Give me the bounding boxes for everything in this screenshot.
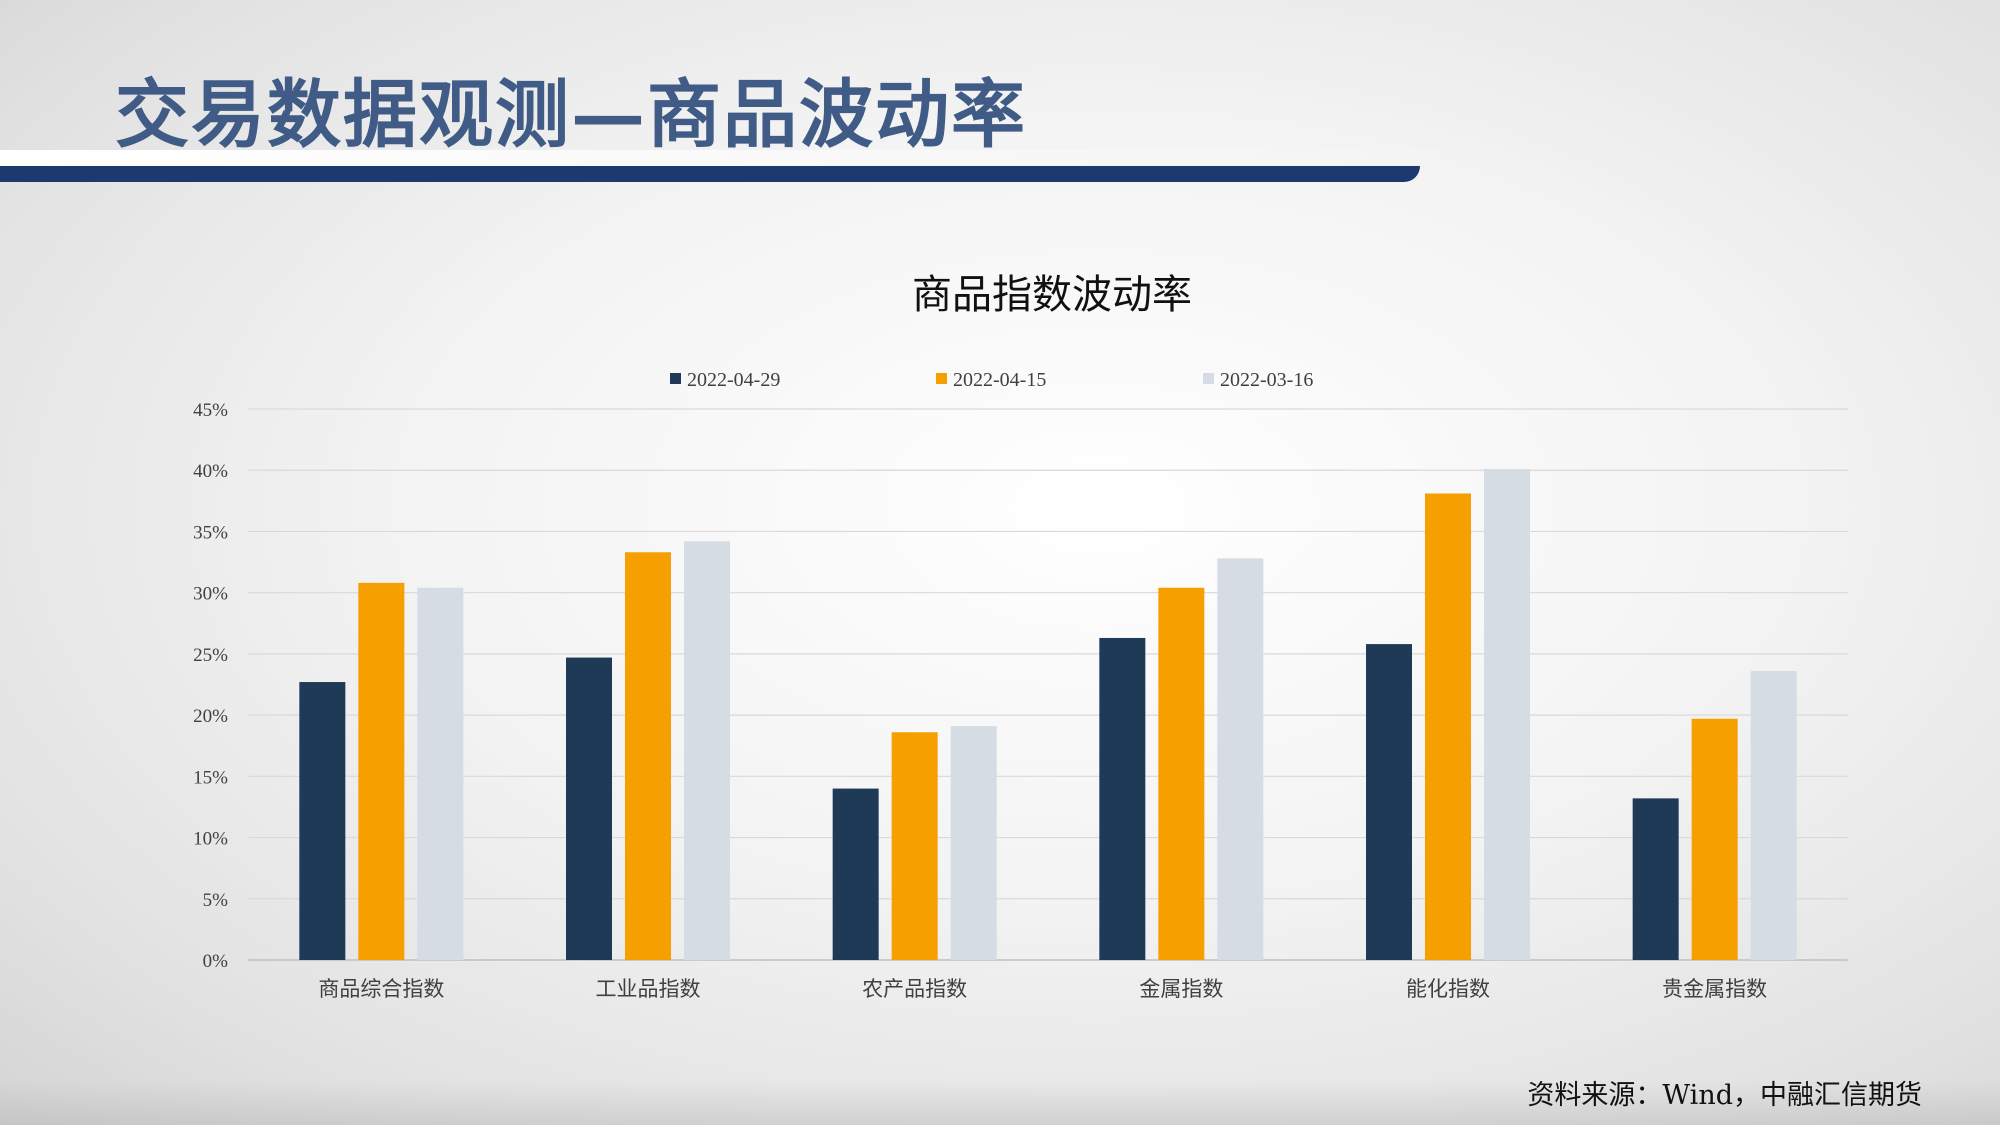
- bars-layer: [299, 468, 1797, 960]
- bar: [950, 726, 997, 960]
- legend-label: 2022-04-15: [953, 369, 1046, 391]
- source-note: 资料来源：Wind，中融汇信期货: [1527, 1080, 1922, 1111]
- bar: [891, 732, 938, 960]
- bar: [1691, 718, 1738, 960]
- bar: [832, 788, 879, 960]
- bar: [625, 552, 671, 960]
- bar: [417, 587, 464, 960]
- y-tick-label: 40%: [193, 461, 228, 482]
- bar: [1158, 587, 1205, 960]
- y-tick-label: 5%: [203, 890, 229, 911]
- legend: 2022-04-29 2022-04-15 2022-03-16: [670, 369, 1313, 391]
- bar: [1750, 671, 1797, 960]
- x-category-label: 商品综合指数: [318, 977, 444, 1001]
- bar: [1099, 637, 1146, 960]
- bar: [299, 682, 346, 960]
- bar: [1632, 798, 1679, 960]
- header-band-highlight: [0, 150, 1440, 166]
- bar: [1484, 468, 1530, 960]
- bar: [1366, 644, 1412, 960]
- y-tick-label: 15%: [193, 767, 228, 788]
- legend-swatch: [670, 373, 681, 384]
- x-category-label: 工业品指数: [596, 977, 701, 1001]
- legend-label: 2022-04-29: [687, 369, 780, 391]
- legend-swatch: [936, 373, 947, 384]
- axis-layer: 0% 5% 10% 15% 20% 25% 30% 35% 40% 45% 商品综合指数 工业品指数 农…: [193, 400, 1767, 1001]
- bar: [1425, 493, 1471, 960]
- y-tick-label: 30%: [193, 584, 228, 605]
- legend-label: 2022-03-16: [1220, 369, 1313, 391]
- bar: [358, 582, 405, 960]
- grid-layer: [248, 408, 1848, 961]
- x-category-label: 农产品指数: [862, 977, 967, 1001]
- y-tick-label: 35%: [193, 522, 228, 543]
- y-tick-label: 10%: [193, 829, 228, 850]
- page-title: 交易数据观测—商品波动率: [115, 72, 1027, 158]
- bar: [1217, 558, 1264, 960]
- bar: [566, 657, 612, 960]
- x-category-label: 金属指数: [1139, 977, 1223, 1001]
- x-category-label: 能化指数: [1406, 977, 1490, 1001]
- bar: [684, 541, 730, 960]
- bottom-strip: [0, 1080, 2000, 1125]
- header-band: [0, 166, 1420, 182]
- chart-title: 商品指数波动率: [912, 272, 1192, 318]
- y-tick-label: 0%: [203, 951, 229, 972]
- y-tick-label: 25%: [193, 645, 228, 666]
- y-tick-label: 20%: [193, 706, 228, 727]
- y-tick-label: 45%: [193, 400, 228, 421]
- x-category-label: 贵金属指数: [1662, 977, 1767, 1001]
- legend-swatch: [1203, 373, 1214, 384]
